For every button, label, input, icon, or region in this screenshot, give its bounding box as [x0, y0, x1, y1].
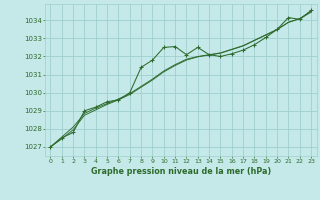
X-axis label: Graphe pression niveau de la mer (hPa): Graphe pression niveau de la mer (hPa): [91, 167, 271, 176]
